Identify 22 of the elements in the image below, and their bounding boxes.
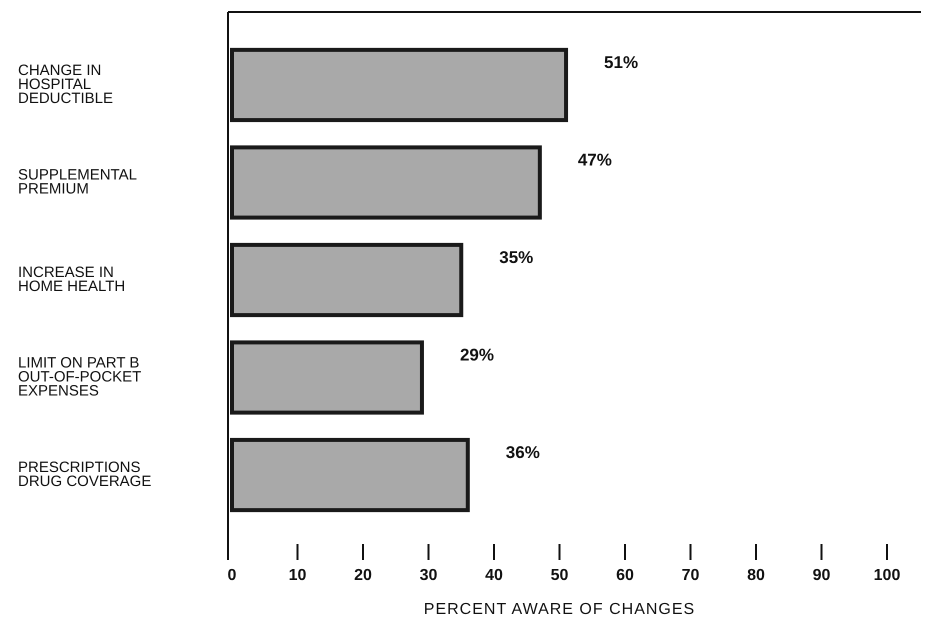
x-tick-label: 40	[485, 567, 503, 584]
y-tick-label: SUPPLEMENTAL PREMIUM	[18, 166, 137, 198]
x-tick-label: 30	[420, 567, 438, 584]
x-tick-label: 100	[874, 567, 900, 584]
data-label: 36%	[506, 442, 540, 462]
data-label: 51%	[604, 52, 638, 72]
data-label: 35%	[499, 248, 534, 267]
x-tick-label: 80	[747, 567, 765, 584]
y-tick-label: INCREASE IN HOME HEALTH	[18, 264, 126, 295]
y-tick-label: CHANGE IN HOSPITAL DEDUCTIBLE	[18, 62, 114, 107]
data-label: 47%	[578, 150, 612, 170]
x-tick-label: 0	[228, 567, 237, 584]
x-tick-label: 20	[354, 567, 372, 584]
data-label: 29%	[460, 345, 494, 364]
x-tick-label: 70	[682, 567, 700, 584]
x-tick-label: 10	[288, 567, 306, 584]
y-tick-label: LIMIT ON PART B OUT-OF-POCKET EXPENSES	[18, 354, 142, 400]
x-tick-label: 50	[550, 567, 568, 584]
x-tick-label: 60	[616, 567, 634, 584]
x-tick-label: 90	[812, 567, 830, 584]
x-axis-title: PERCENT AWARE OF CHANGES	[424, 601, 696, 618]
y-tick-label: PRESCRIPTIONS DRUG COVERAGE	[18, 458, 152, 490]
